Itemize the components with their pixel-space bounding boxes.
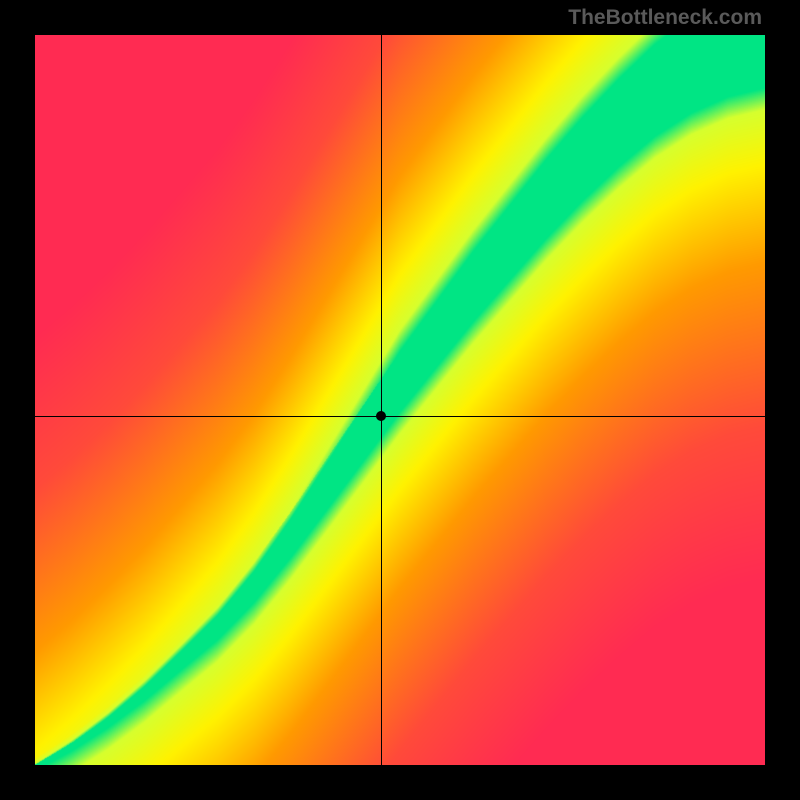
heatmap-canvas [35,35,765,765]
crosshair-marker [376,411,386,421]
heatmap-plot [35,35,765,765]
crosshair-vertical [381,35,382,765]
watermark-text: TheBottleneck.com [568,6,762,30]
crosshair-horizontal [35,416,765,417]
